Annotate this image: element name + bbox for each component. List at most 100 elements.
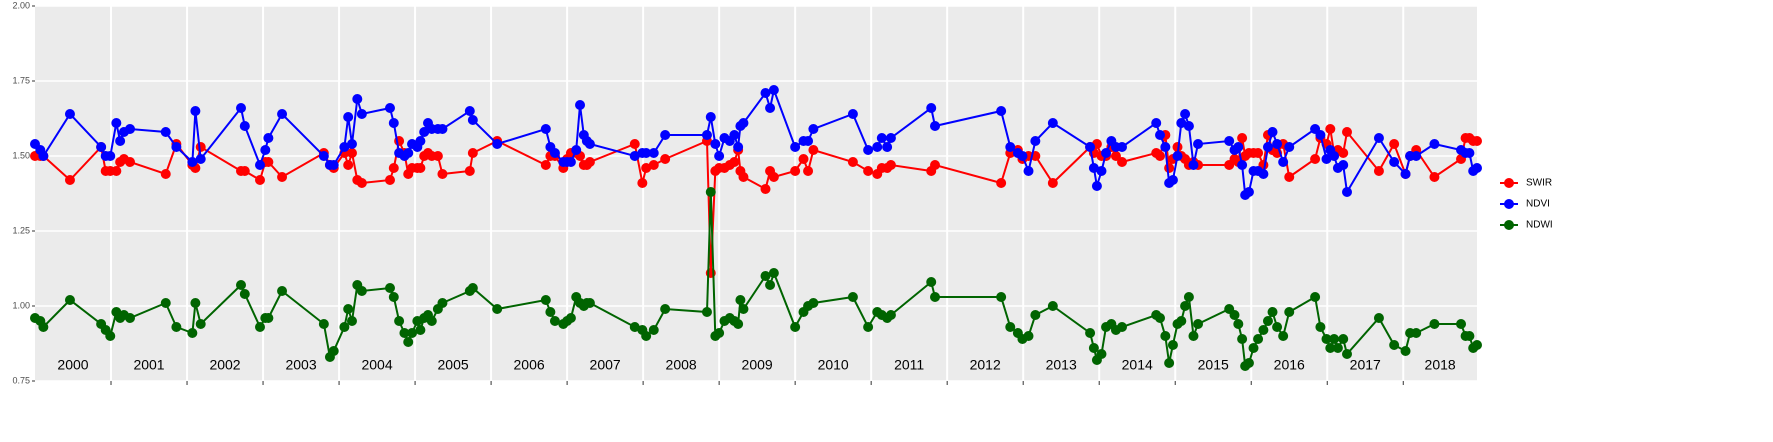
point xyxy=(629,322,640,332)
point xyxy=(195,319,206,329)
point xyxy=(236,280,246,290)
point xyxy=(1096,349,1107,359)
point xyxy=(187,328,198,338)
point xyxy=(930,121,941,131)
point xyxy=(1464,331,1475,341)
point xyxy=(388,118,399,128)
point xyxy=(660,304,671,314)
point xyxy=(343,112,354,122)
point xyxy=(1310,154,1321,164)
point xyxy=(1411,151,1422,161)
point xyxy=(415,325,426,335)
point xyxy=(38,151,49,161)
point xyxy=(195,154,206,164)
point xyxy=(733,319,744,329)
point xyxy=(641,148,652,158)
point xyxy=(1172,151,1183,161)
point xyxy=(388,292,399,302)
point xyxy=(356,178,367,188)
point xyxy=(171,322,182,332)
legend-key xyxy=(1504,199,1514,209)
point xyxy=(1342,127,1353,137)
point xyxy=(356,109,367,119)
year-label: 2017 xyxy=(1350,357,1381,373)
point xyxy=(277,109,288,119)
y-tick-label: 1.00 xyxy=(12,300,30,310)
panel xyxy=(35,6,1477,381)
point xyxy=(1183,121,1194,131)
point xyxy=(1332,343,1343,353)
point xyxy=(768,172,779,182)
legend-label: SWIR xyxy=(1526,178,1552,189)
point xyxy=(701,307,712,317)
point xyxy=(236,103,246,113)
point xyxy=(432,151,443,161)
point xyxy=(648,325,659,335)
point xyxy=(1325,124,1336,134)
point xyxy=(125,124,136,134)
year-label: 2000 xyxy=(57,357,88,373)
point xyxy=(565,157,576,167)
year-label: 2001 xyxy=(133,357,164,373)
point xyxy=(885,160,896,170)
point xyxy=(1267,307,1278,317)
point xyxy=(1272,139,1283,149)
point xyxy=(571,145,582,155)
point xyxy=(343,304,354,314)
point xyxy=(705,187,716,197)
point xyxy=(926,103,937,113)
point xyxy=(38,322,49,332)
point xyxy=(885,133,896,143)
point xyxy=(277,286,288,296)
point xyxy=(885,310,896,320)
point xyxy=(738,118,749,128)
point xyxy=(1088,163,1099,173)
point xyxy=(1237,334,1248,344)
point xyxy=(1278,331,1289,341)
year-label: 2003 xyxy=(285,357,316,373)
point xyxy=(803,136,814,146)
point xyxy=(738,304,749,314)
point xyxy=(96,142,107,152)
year-label: 2010 xyxy=(818,357,849,373)
point xyxy=(701,130,712,140)
point xyxy=(1267,127,1278,137)
point xyxy=(1258,169,1269,179)
point xyxy=(1472,136,1482,146)
point xyxy=(565,313,576,323)
y-tick-label: 0.75 xyxy=(12,375,30,385)
point xyxy=(263,157,274,167)
point xyxy=(160,169,171,179)
point xyxy=(1284,307,1295,317)
point xyxy=(863,322,874,332)
point xyxy=(1373,133,1384,143)
point xyxy=(714,151,725,161)
point xyxy=(549,316,560,326)
point xyxy=(765,103,776,113)
point xyxy=(388,163,399,173)
point xyxy=(1167,175,1178,185)
point xyxy=(1117,157,1128,167)
point xyxy=(115,136,126,146)
point xyxy=(876,133,887,143)
point xyxy=(1167,340,1178,350)
point xyxy=(190,106,201,116)
point xyxy=(464,106,475,116)
point xyxy=(729,157,740,167)
point xyxy=(1338,160,1349,170)
point xyxy=(1180,301,1191,311)
point xyxy=(930,292,941,302)
point xyxy=(346,316,357,326)
point xyxy=(415,136,426,146)
year-label: 2008 xyxy=(666,357,697,373)
year-label: 2014 xyxy=(1122,357,1153,373)
point xyxy=(1117,142,1128,152)
point xyxy=(64,175,75,185)
point xyxy=(125,313,136,323)
point xyxy=(1155,130,1166,140)
point xyxy=(318,319,329,329)
point xyxy=(437,169,448,179)
point xyxy=(765,280,776,290)
point xyxy=(790,166,801,176)
point xyxy=(1188,160,1199,170)
